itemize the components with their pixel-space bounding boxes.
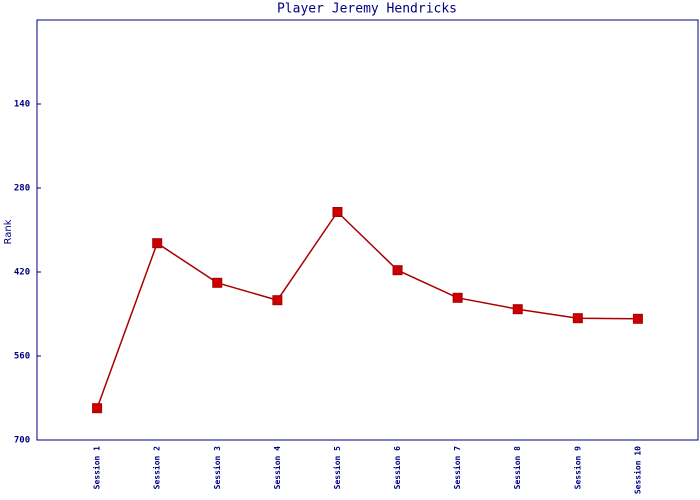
chart-title: Player Jeremy Hendricks <box>277 2 457 17</box>
point-marker <box>212 277 223 288</box>
point-marker <box>152 238 163 249</box>
x-tick-label: Session 10 <box>632 446 642 494</box>
point-marker <box>632 313 643 324</box>
x-tick-label: Session 7 <box>452 446 462 490</box>
plot-frame <box>36 19 699 441</box>
x-tick-label: Session 3 <box>212 446 222 490</box>
y-tick-label: 140 <box>14 100 30 110</box>
point-marker <box>332 207 343 217</box>
y-axis-label: Rank <box>3 219 14 244</box>
y-tick-label: 560 <box>14 352 30 362</box>
x-tick-label: Session 1 <box>92 446 102 490</box>
x-tick-label: Session 2 <box>152 446 162 490</box>
y-tick-label: 700 <box>14 436 30 446</box>
y-tick-label: 280 <box>14 184 30 194</box>
x-tick-label: Session 6 <box>392 446 402 490</box>
point-marker <box>272 295 283 306</box>
x-tick-label: Session 8 <box>512 446 522 490</box>
y-tick-label: 420 <box>14 268 30 278</box>
point-marker <box>452 292 463 303</box>
point-marker <box>392 265 403 276</box>
series-line <box>96 210 638 409</box>
x-tick-label: Session 9 <box>572 446 582 490</box>
x-tick-label: Session 5 <box>332 446 342 490</box>
point-marker <box>512 304 523 315</box>
point-marker <box>92 403 103 414</box>
x-tick-label: Session 4 <box>272 446 282 490</box>
point-marker <box>572 313 583 324</box>
